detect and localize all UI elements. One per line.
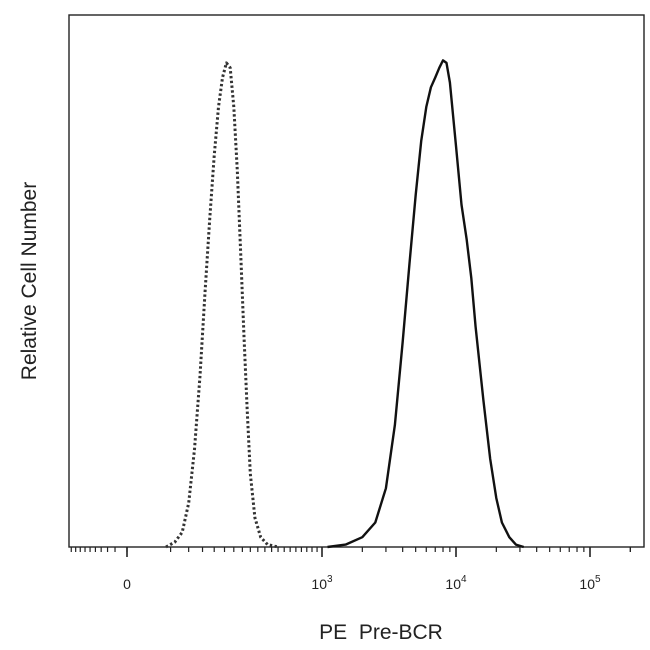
x-minor-ticks [70, 547, 631, 552]
x-tick-exponent: 4 [461, 574, 467, 585]
x-tick-label: 0 [123, 576, 131, 592]
x-tick-label: 103 [311, 574, 333, 592]
histogram-solid-series [327, 59, 525, 549]
plot-frame [68, 14, 645, 548]
series-layer [165, 59, 525, 549]
histogram-dotted-series [165, 61, 279, 549]
x-axis-title: PE Pre-BCR [319, 621, 443, 644]
x-tick-exponent: 5 [595, 574, 601, 585]
x-tick-label: 105 [579, 574, 601, 592]
x-tick-exponent: 3 [327, 574, 333, 585]
x-tick-label: 104 [445, 574, 467, 592]
y-axis-title: Relative Cell Number [18, 182, 41, 380]
x-major-ticks [126, 547, 591, 557]
x-tick-labels: 0 103 104 105 [123, 574, 601, 592]
